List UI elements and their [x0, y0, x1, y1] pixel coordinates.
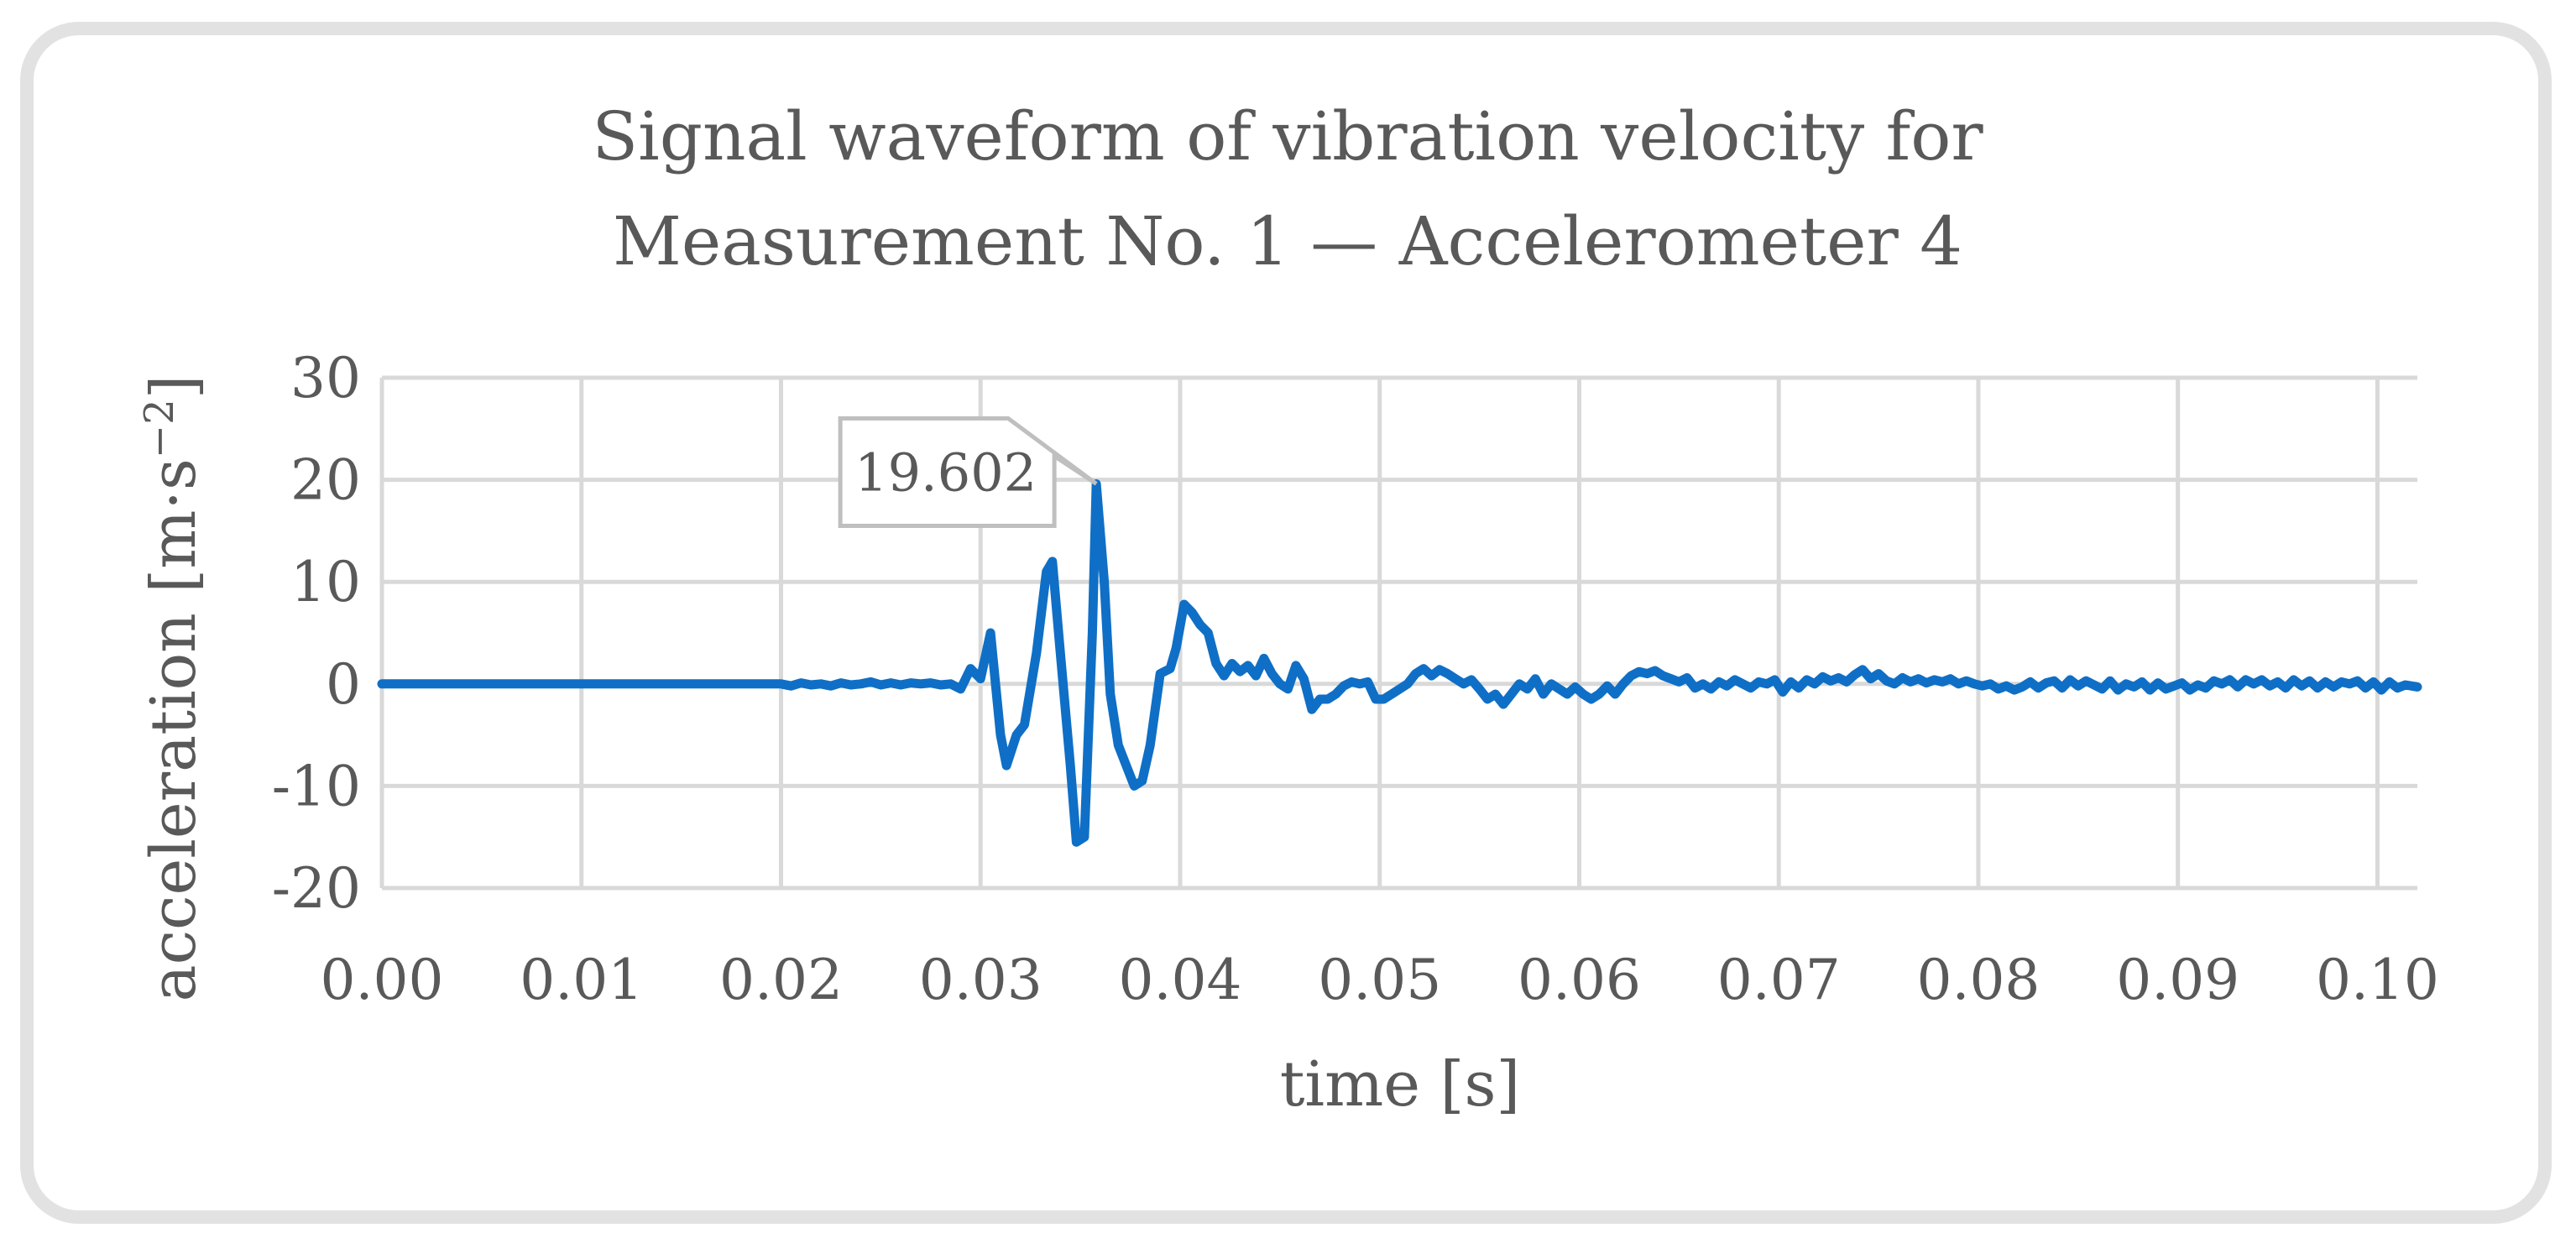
y-axis-label: acceleration [m·s−2] — [136, 374, 210, 1001]
x-tick-label: 0.09 — [2116, 948, 2239, 1012]
x-axis-label: time [s] — [1280, 1048, 1521, 1121]
x-tick-label: 0.05 — [1318, 948, 1441, 1012]
callout-label: 19.602 — [854, 442, 1037, 503]
callout-box — [838, 415, 1098, 528]
y-tick-label: 0 — [326, 652, 361, 717]
y-axis-label-exponent: −2 — [136, 399, 183, 458]
x-tick-label: 0.00 — [321, 948, 444, 1012]
x-tick-label: 0.06 — [1518, 948, 1641, 1012]
y-gridlines — [382, 375, 2417, 891]
y-tick-labels: -20 -10 0 10 20 30 — [272, 346, 361, 921]
peak-annotation: 19.602 — [838, 415, 1098, 528]
x-gridlines — [379, 378, 2380, 888]
x-tick-label: 0.08 — [1916, 948, 2040, 1012]
x-tick-label: 0.03 — [919, 948, 1042, 1012]
y-tick-label: 30 — [290, 346, 361, 410]
y-tick-label: -10 — [272, 754, 361, 818]
series-line — [377, 479, 2422, 847]
chart-title-line-2: Measurement No. 1 — Accelerometer 4 — [613, 202, 1962, 280]
y-axis-label-base: acceleration [m·s — [138, 458, 210, 1001]
x-tick-labels: 0.00 0.01 0.02 0.03 0.04 0.05 0.06 0.07 0.08 0.09… — [321, 948, 2439, 1012]
chart-frame — [20, 22, 2552, 1224]
chart-title-line-1: Signal waveform of vibration velocity fo… — [592, 97, 1983, 175]
x-tick-label: 0.10 — [2316, 948, 2439, 1012]
x-tick-label: 0.02 — [719, 948, 843, 1012]
x-tick-label: 0.07 — [1717, 948, 1841, 1012]
y-tick-label: -20 — [272, 856, 361, 921]
y-tick-label: 10 — [290, 550, 361, 614]
x-tick-label: 0.04 — [1119, 948, 1242, 1012]
y-tick-label: 20 — [290, 448, 361, 513]
y-axis-label-close: ] — [138, 374, 210, 399]
x-tick-label: 0.01 — [520, 948, 643, 1012]
